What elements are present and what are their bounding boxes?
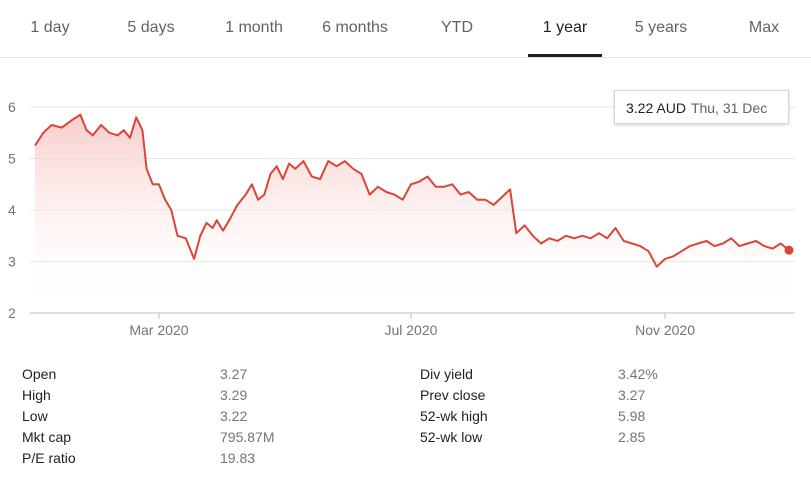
stat-high-label: High: [22, 387, 51, 403]
stat-low-value: 3.22: [220, 408, 248, 424]
stat-mkt-cap-label: Mkt cap: [22, 429, 72, 445]
y-tick-label: 3: [8, 254, 16, 270]
stat-low-label: Low: [22, 408, 48, 424]
y-tick-label: 5: [8, 151, 16, 167]
stat-open-label: Open: [22, 366, 57, 382]
tab-5-days[interactable]: 5 days: [127, 19, 175, 36]
active-tab-indicator: [528, 54, 602, 57]
price-line: [34, 113, 790, 268]
tab-1-year[interactable]: 1 year: [542, 19, 588, 36]
stat-prev-close-label: Prev close: [420, 387, 486, 403]
stat-div-yield-value: 3.42%: [618, 366, 658, 382]
stat-52wk-high-value: 5.98: [618, 408, 646, 424]
stat-52wk-high-label: 52-wk high: [420, 408, 488, 424]
current-price-marker: [784, 245, 794, 255]
x-axis: Mar 2020 Jul 2020 Nov 2020: [129, 313, 695, 338]
y-tick-label: 2: [8, 305, 16, 321]
stat-prev-close-value: 3.27: [618, 387, 646, 403]
y-axis-labels: 2 3 4 5 6: [8, 99, 16, 321]
stat-52wk-low-value: 2.85: [618, 429, 646, 445]
tooltip-price: 3.22 AUD: [626, 100, 686, 116]
y-tick-label: 4: [8, 202, 16, 218]
tooltip-date: Thu, 31 Dec: [690, 100, 768, 116]
stat-open-value: 3.27: [220, 366, 248, 382]
stat-div-yield-label: Div yield: [420, 366, 473, 382]
tab-6-months[interactable]: 6 months: [322, 19, 388, 36]
tab-1-day[interactable]: 1 day: [30, 19, 70, 36]
stat-pe-ratio-value: 19.83: [220, 450, 256, 466]
tab-5-years[interactable]: 5 years: [634, 19, 688, 36]
range-tabs: 1 day 5 days 1 month 6 months YTD 1 year…: [0, 0, 811, 58]
stat-52wk-low-label: 52-wk low: [420, 429, 483, 445]
stat-high-value: 3.29: [220, 387, 248, 403]
x-tick-label: Jul 2020: [384, 322, 437, 338]
stat-pe-ratio-label: P/E ratio: [22, 450, 76, 466]
price-area-fill: [35, 114, 789, 313]
tab-ytd[interactable]: YTD: [441, 19, 473, 36]
stat-mkt-cap-value: 795.87M: [220, 429, 275, 445]
y-tick-label: 6: [8, 99, 16, 115]
tab-1-month[interactable]: 1 month: [225, 19, 283, 36]
x-tick-label: Mar 2020: [129, 322, 188, 338]
x-tick-label: Nov 2020: [635, 322, 695, 338]
tab-max[interactable]: Max: [748, 19, 780, 36]
hover-tooltip: 3.22 AUD Thu, 31 Dec: [614, 90, 789, 124]
